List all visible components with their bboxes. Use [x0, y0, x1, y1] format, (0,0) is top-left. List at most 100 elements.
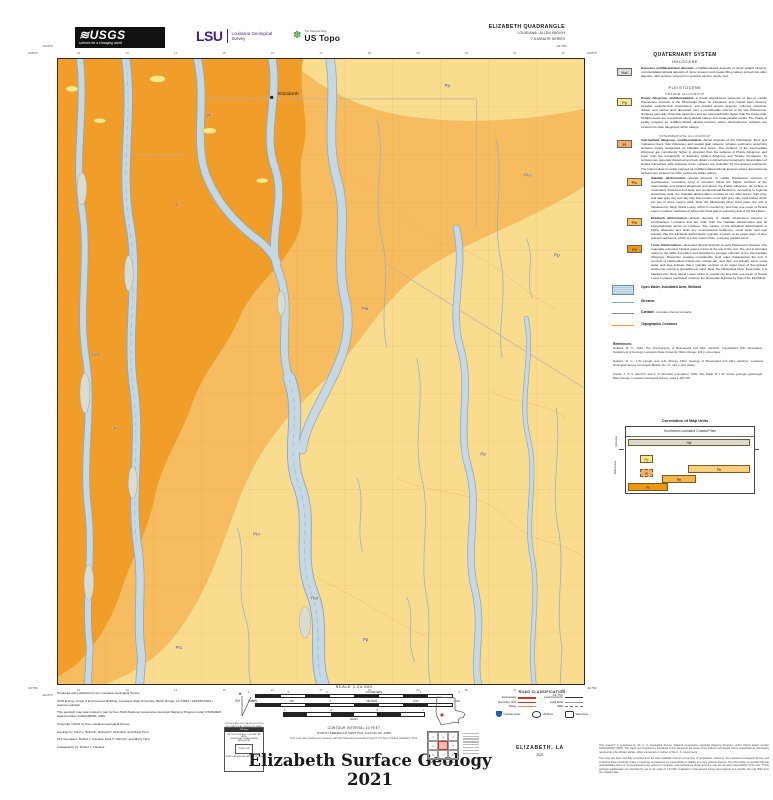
shield-label: US Route: [542, 712, 554, 716]
grid-tick: 15: [222, 688, 226, 692]
interstate-shield-icon: [496, 711, 502, 718]
miles-label: MILES: [350, 717, 358, 721]
bottom-grid-ticks: 12 13 14 15 16 17 18 19 20 21 22: [57, 688, 585, 692]
corner-coord-br-lon: -92.750: [552, 693, 563, 697]
scale-block: SCALE 1:24 000 1.5 0 KILOMETERS 1 2 1000 500 0…: [248, 684, 460, 740]
braid-texture: [125, 62, 323, 683]
product-standard-note: This map was produced to conform with th…: [290, 737, 418, 741]
corner-coord-tl-lon: -92.875: [42, 44, 53, 48]
unit-label-pi: Pi: [114, 426, 118, 431]
lsu-logo-text: LSU: [196, 28, 223, 44]
meter-numbers: 1000 500 0 METERS 1000 2000: [248, 700, 460, 703]
louisiana-outline-icon: [435, 696, 466, 726]
grid-tick: 12: [77, 51, 81, 55]
adjoin-cell: 2: [438, 732, 448, 741]
grid-tick: 12: [77, 688, 81, 692]
stream-line-swatch: [612, 302, 634, 303]
correlation-region: Southwest Louisiana Coastal Plain: [663, 429, 717, 433]
quadrangle-series: 7.5-MINUTE SERIES: [530, 36, 565, 41]
credits-block: Produced and published by the Louisiana …: [57, 691, 223, 752]
us-route-icon: [532, 711, 542, 718]
usgs-wave-icon: ≋: [79, 28, 90, 42]
usgs-logo-text: USGS: [89, 28, 126, 42]
era-tick: [754, 449, 759, 450]
state-route-icon: [564, 711, 574, 718]
hal-patches: [76, 172, 311, 639]
adjoin-cell: 7: [438, 750, 448, 759]
unit-label-pp: Pp: [363, 637, 369, 642]
legend-holocene-heading: HOLOCENE: [671, 60, 699, 64]
unit-desc: —Undifferentiated deposits of small upla…: [641, 66, 768, 79]
unit-swatch-pp: Pp: [617, 98, 632, 106]
unit-name: Prairie Allogroup, undifferentiated: [641, 96, 693, 100]
declination-caption2: DECLINATION AT CENTER OF SHEET: [225, 725, 263, 728]
corr-bar-pie: Pie: [662, 475, 696, 483]
legend-symbol-water: Open Water, Inundated Area, Wetland: [599, 284, 771, 295]
ramp-swatch: [518, 706, 536, 708]
vertical-datum-note: NORTH AMERICAN VERTICAL DATUM OF 1988: [317, 731, 391, 736]
adjoining-quads: 1 2 3 4 5 6 7 8 ADJOINING QUADRANGLES: [427, 731, 483, 764]
legend-sidebar: QUATERNARY SYSTEM HOLOCENE Hal Holocene …: [599, 52, 771, 500]
disclaimer-paragraph: This research is supported by the U. S. …: [599, 744, 769, 754]
adjoin-cell: 3: [448, 732, 458, 741]
legend-intermediate-heading: INTERMEDIATE ALLOGROUP: [659, 134, 711, 138]
unit-name: Lissie Alloformation: [651, 243, 681, 247]
unit-label-pp: Pp: [445, 83, 451, 88]
grid-tick: 20: [464, 688, 468, 692]
projection-line: NORTH AMERICAN DATUM OF 1983: [225, 756, 263, 758]
ustopo-logo: ✽ The National Map US Topo: [293, 29, 340, 43]
legend-pleistocene-heading: PLEISTOCENE: [668, 86, 702, 90]
legend-unit-pi: Pi Intermediate allogroup, undifferentia…: [599, 138, 771, 175]
unit-name: Intermediate allogroup, undifferentiated: [641, 138, 701, 142]
unit-desc: —fluvial deposits of the Mississippi, Re…: [641, 138, 767, 175]
scale-num: .5: [329, 708, 333, 712]
legend-prairie-heading: PRAIRIE ALLOGROUP: [665, 91, 705, 96]
meter-bar: [255, 703, 453, 708]
credit-line: This geologic map was funded in part by …: [57, 710, 222, 719]
correlation-box: Southwest Louisiana Coastal Plain Hal Pp…: [625, 426, 755, 494]
unit-swatch-pi: Pi: [617, 140, 632, 148]
water-swatch: [612, 285, 634, 295]
unit-label-pio: Pio: [253, 531, 260, 536]
quadrangle-title: ELIZABETH QUADRANGLE: [488, 24, 565, 30]
unit-name: Oakdale alloformation: [651, 176, 686, 180]
grid-tick: 16: [270, 688, 275, 692]
credit-line: Cartography by: Robert L. Paulsell: [57, 744, 105, 749]
scale-num: 1: [419, 690, 422, 694]
state-locator-map: [430, 695, 468, 736]
era-label-pleistocene: Pleistocene: [614, 460, 618, 475]
grid-tick: 18: [367, 51, 372, 55]
road-label: Local Connector: [544, 696, 563, 699]
correlation-divider: [626, 436, 754, 437]
era-label-holocene: Holocene: [614, 436, 618, 447]
legend-unit-hal: Hal Holocene undifferentiated alluvium—U…: [599, 66, 771, 86]
scale-unit: KILOMETERS: [365, 690, 383, 694]
sheet-main-title: Elizabeth Surface Geology 2021: [248, 751, 492, 789]
legend-unit-pp: Pp Prairie Allogroup, undifferentiated—a…: [599, 96, 771, 134]
shield-label: Interstate Route: [503, 712, 521, 716]
adjoin-cell: 1: [428, 732, 438, 741]
scale-num: 2: [458, 690, 460, 694]
unit-desc: —alluvial deposits of middle Pleistocene…: [651, 216, 767, 241]
mile-numbers: 1 .5 0 1: [284, 709, 424, 712]
legend-symbol-streams: Streams: [599, 298, 771, 308]
mile-bar: [283, 712, 425, 717]
shield-label: State Route: [575, 712, 588, 716]
km-numbers: 1 .5 0 KILOMETERS 1 2: [248, 691, 460, 694]
adjoin-cell: 4: [428, 741, 438, 750]
grid-tick: 19: [416, 688, 420, 692]
grid-tick: 19: [416, 51, 420, 55]
local-road-swatch: [565, 701, 583, 703]
scale-num: 1000: [248, 699, 254, 703]
corner-coord-br-lat: 30.750: [587, 686, 597, 690]
mn-label: MN: [252, 699, 258, 703]
symbol-label: Topographic Contours: [641, 322, 678, 326]
unit-swatch-hal: Hal: [617, 68, 632, 76]
grid-tick: 16: [270, 51, 275, 55]
corr-bar-hal: Hal: [628, 439, 750, 446]
corner-coord-tr-lon: -92.750: [556, 44, 567, 48]
grid-tick: 22: [561, 51, 565, 55]
corner-coord-tr-lat: 30.875: [587, 51, 597, 55]
grid-tick: 17: [319, 688, 323, 692]
